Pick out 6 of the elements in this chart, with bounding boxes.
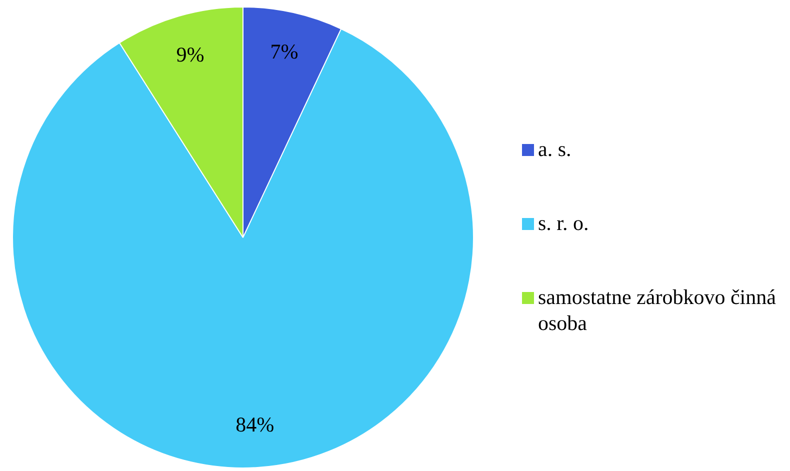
data-label: 7% <box>270 40 298 64</box>
data-label: 9% <box>176 42 204 67</box>
legend-label: samostatne zárobkovo činná osoba <box>538 284 777 336</box>
legend-label: s. r. o. <box>538 210 589 236</box>
data-label: 84% <box>236 412 274 437</box>
legend-label: a. s. <box>538 136 572 162</box>
